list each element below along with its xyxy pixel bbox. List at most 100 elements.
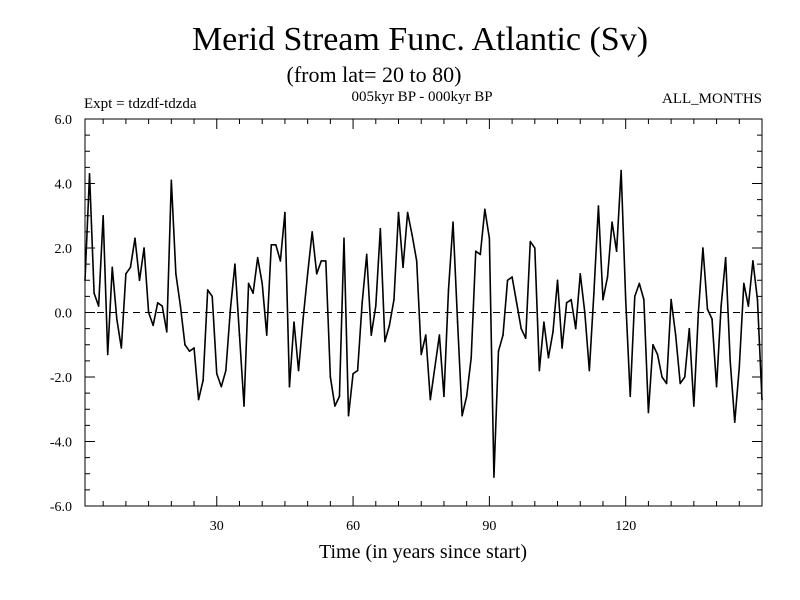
data-point xyxy=(288,385,291,388)
x-tick-label: 120 xyxy=(615,519,636,534)
data-point xyxy=(443,395,445,398)
data-point xyxy=(747,305,750,307)
data-point xyxy=(406,211,409,214)
data-point xyxy=(615,250,618,253)
data-point xyxy=(88,173,91,175)
chart-title: Merid Stream Func. Atlantic (Sv) xyxy=(192,21,648,58)
data-point xyxy=(347,414,350,417)
data-point xyxy=(93,292,95,294)
data-point xyxy=(524,337,527,340)
y-tick-label: -2.0 xyxy=(50,371,72,386)
data-point xyxy=(620,169,622,172)
data-point xyxy=(243,405,245,407)
data-point xyxy=(679,382,682,385)
data-point xyxy=(111,266,114,269)
data-point xyxy=(515,302,518,304)
data-point xyxy=(215,372,218,375)
data-point xyxy=(125,273,127,275)
data-point xyxy=(238,334,241,336)
data-point xyxy=(438,334,441,336)
months-label: ALL_MONTHS xyxy=(662,91,762,107)
data-point xyxy=(683,376,686,378)
data-point xyxy=(729,360,731,362)
data-point xyxy=(411,234,413,236)
data-point xyxy=(102,214,104,217)
data-point xyxy=(711,318,713,320)
data-point xyxy=(579,273,582,275)
tick-labels: -6.0 -4.0 -2.0 0.0 2.0 4.0 6.0 30 60 90 120 xyxy=(50,113,636,534)
data-point xyxy=(129,266,132,269)
data-point xyxy=(756,298,759,301)
data-point xyxy=(661,376,663,378)
data-points xyxy=(84,169,763,478)
data-point xyxy=(252,292,254,294)
data-point xyxy=(284,211,286,214)
x-tick-label: 30 xyxy=(210,519,224,534)
data-point xyxy=(597,205,600,207)
data-point xyxy=(474,250,477,253)
data-point xyxy=(602,298,604,301)
data-point xyxy=(743,282,745,285)
data-point xyxy=(138,279,141,282)
data-point xyxy=(624,298,627,301)
y-tick-label: -6.0 xyxy=(50,500,72,515)
data-point xyxy=(161,305,164,307)
data-point xyxy=(397,211,400,214)
data-point xyxy=(361,302,363,304)
y-tick-label: -4.0 xyxy=(50,436,72,451)
data-point xyxy=(334,405,336,407)
data-point xyxy=(415,260,418,262)
data-point xyxy=(256,256,259,259)
data-point xyxy=(293,321,295,323)
data-point xyxy=(465,395,468,398)
data-point xyxy=(356,369,359,372)
data-point xyxy=(506,279,509,282)
data-point xyxy=(134,237,136,240)
data-point xyxy=(584,311,586,314)
data-point xyxy=(652,343,654,346)
data-point xyxy=(193,347,195,349)
data-point xyxy=(629,395,632,398)
data-point xyxy=(706,308,709,311)
data-point xyxy=(179,305,182,307)
data-point xyxy=(461,414,463,417)
data-point xyxy=(343,237,345,240)
data-point xyxy=(565,302,568,304)
data-point xyxy=(279,260,282,262)
data-point xyxy=(447,289,450,291)
y-tick-label: 6.0 xyxy=(55,113,73,128)
data-point xyxy=(520,327,522,330)
data-point xyxy=(456,321,459,323)
data-point xyxy=(479,253,482,256)
data-point xyxy=(156,302,159,304)
chart-subtitle: (from lat= 20 to 80) xyxy=(287,62,462,87)
data-point xyxy=(143,247,145,249)
data-point xyxy=(561,347,563,349)
data-point xyxy=(502,334,504,336)
data-point xyxy=(733,421,736,423)
data-point xyxy=(424,334,427,336)
data-point xyxy=(220,385,223,388)
data-point xyxy=(374,305,377,307)
data-point xyxy=(656,353,659,356)
data-point xyxy=(511,276,513,278)
data-point xyxy=(488,237,491,240)
data-point xyxy=(229,308,232,311)
data-point xyxy=(202,379,204,382)
data-point xyxy=(393,298,395,301)
data-point xyxy=(720,305,722,307)
y-tick-label: 4.0 xyxy=(55,178,73,193)
data-point xyxy=(547,356,550,359)
data-point xyxy=(165,331,168,333)
data-point xyxy=(643,298,645,301)
data-point xyxy=(434,366,436,369)
data-point xyxy=(379,227,382,230)
data-point xyxy=(674,334,677,336)
data-point xyxy=(452,221,454,223)
data-point xyxy=(552,331,554,333)
data-point xyxy=(384,340,386,343)
data-point xyxy=(120,347,123,349)
data-point xyxy=(556,279,559,282)
data-point xyxy=(574,327,577,330)
data-point xyxy=(420,353,423,356)
